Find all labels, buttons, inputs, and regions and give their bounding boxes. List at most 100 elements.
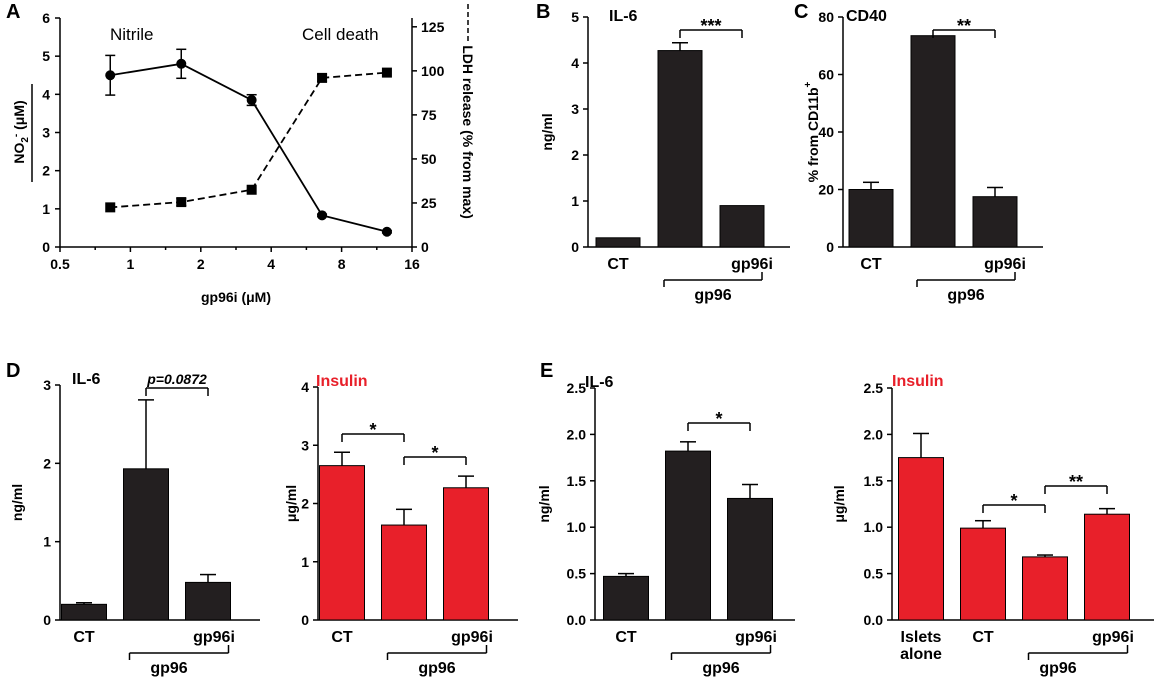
significance-label-b: ***: [700, 16, 721, 36]
bar-e2: [960, 527, 1006, 621]
group-label-b: gp96: [694, 287, 731, 304]
ytick-label-d1: 1: [43, 534, 51, 550]
panel-letter-d1: D: [6, 360, 20, 382]
ytick-label-c: 80: [818, 9, 834, 25]
category-label-d1: CT: [73, 629, 95, 646]
xtick-label-a: 4: [267, 256, 275, 272]
ytick-label-left-a: 1: [42, 201, 50, 217]
bar-e1: [665, 450, 711, 621]
chart-title-d1: IL-6: [72, 371, 101, 388]
data-point-cell-death-a: [246, 184, 257, 195]
y-axis-label-text-e2: μg/ml: [831, 485, 847, 522]
y-axis-label-text-d2: μg/ml: [283, 485, 299, 522]
ytick-label-b: 1: [571, 193, 579, 209]
xtick-label-a: 2: [197, 256, 205, 272]
annotation-cell-death-a: Cell death: [302, 25, 379, 44]
bar-d1: [61, 603, 107, 621]
xtick-label-a: 16: [404, 256, 420, 272]
category-label-c: CT: [860, 256, 882, 273]
bar-e2: [1022, 556, 1068, 621]
y-axis-label-left-text-a: NO2- (μM): [11, 100, 31, 163]
ytick-label-d2: 4: [301, 379, 309, 395]
ytick-label-e1: 0.5: [567, 566, 587, 582]
category-label-c: gp96i: [984, 256, 1026, 273]
panel-letter-a: A: [6, 1, 20, 23]
y-axis-label-b: ng/ml: [539, 113, 555, 150]
y-axis-label-text-c: % from CD11b+: [803, 81, 821, 182]
category-label-e1: CT: [615, 629, 637, 646]
ytick-label-c: 40: [818, 124, 834, 140]
ytick-label-d1: 0: [43, 612, 51, 628]
bar-b: [719, 205, 765, 248]
ytick-label-e1: 2.0: [567, 426, 587, 442]
ytick-label-d2: 3: [301, 437, 309, 453]
ytick-label-c: 0: [826, 239, 834, 255]
data-point-cell-death-a: [381, 67, 392, 78]
x-axis-label-a: gp96i (μM): [201, 289, 271, 305]
ytick-label-left-a: 3: [42, 125, 50, 141]
ytick-label-e2: 2.5: [864, 380, 884, 396]
ytick-label-e2: 0.0: [864, 612, 884, 628]
ytick-label-e2: 1.0: [864, 519, 884, 535]
significance-label-e2: *: [1010, 491, 1017, 511]
bar-c: [848, 189, 894, 248]
significance-label-d2: *: [369, 420, 376, 440]
category-label-d1: gp96i: [193, 629, 235, 646]
bar-e2: [898, 457, 944, 621]
ytick-label-left-a: 0: [42, 239, 50, 255]
data-point-nitrile-a: [105, 70, 116, 81]
ytick-label-left-a: 4: [42, 86, 50, 102]
panel-letter-b: B: [536, 1, 550, 23]
ytick-label-d2: 1: [301, 554, 309, 570]
y-axis-label-e2: μg/ml: [831, 485, 847, 522]
data-point-cell-death-a: [105, 202, 116, 213]
chart-title-b: IL-6: [609, 8, 638, 25]
ytick-label-d2: 0: [301, 612, 309, 628]
group-label-d1: gp96: [150, 660, 187, 677]
chart-title-d2: Insulin: [316, 373, 368, 390]
data-point-cell-death-a: [317, 72, 328, 83]
y-axis-label-d1: ng/ml: [9, 484, 25, 521]
ytick-label-c: 60: [818, 67, 834, 83]
xtick-label-a: 1: [127, 256, 135, 272]
group-label-e2: gp96: [1039, 660, 1076, 677]
data-point-nitrile-a: [176, 58, 187, 69]
chart-title-e2: Insulin: [892, 373, 944, 390]
data-point-nitrile-a: [317, 210, 328, 221]
y-axis-label-text-e1: ng/ml: [536, 485, 552, 522]
y-axis-label-text-b: ng/ml: [539, 113, 555, 150]
significance-label-d2: *: [431, 443, 438, 463]
significance-label-e2: **: [1069, 472, 1083, 492]
ytick-label-right-a: 50: [421, 151, 437, 167]
ytick-label-e2: 2.0: [864, 426, 884, 442]
ytick-label-e1: 0.0: [567, 612, 587, 628]
data-point-cell-death-a: [176, 197, 187, 208]
ytick-label-d1: 3: [43, 377, 51, 393]
chart-title-e1: IL-6: [585, 374, 614, 391]
bar-d2: [381, 524, 427, 621]
category-label-e1: gp96i: [735, 629, 777, 646]
bar-e1: [727, 497, 773, 621]
bar-d2: [443, 487, 489, 621]
ytick-label-d1: 2: [43, 455, 51, 471]
y-axis-label-e1: ng/ml: [536, 485, 552, 522]
category-label-b: CT: [607, 256, 629, 273]
y-axis-label-left-a: NO2- (μM): [11, 100, 31, 163]
ytick-label-b: 3: [571, 101, 579, 117]
ytick-label-left-a: 6: [42, 10, 50, 26]
category-label-b: gp96i: [731, 256, 773, 273]
ytick-label-b: 0: [571, 239, 579, 255]
group-label-e1: gp96: [702, 660, 739, 677]
bar-e2: [1084, 513, 1130, 621]
series-line-nitrile-a: [110, 62, 388, 233]
ytick-label-e2: 1.5: [864, 473, 884, 489]
bar-d2: [319, 465, 365, 621]
bar-e1: [603, 575, 649, 621]
panel-letter-e1: E: [540, 360, 553, 382]
ytick-label-b: 5: [571, 9, 579, 25]
bar-b: [657, 50, 703, 248]
category-label-e2: alone: [900, 646, 942, 663]
bar-d1: [123, 468, 169, 621]
ytick-label-e1: 1.0: [567, 519, 587, 535]
chart-title-c: CD40: [846, 8, 887, 25]
